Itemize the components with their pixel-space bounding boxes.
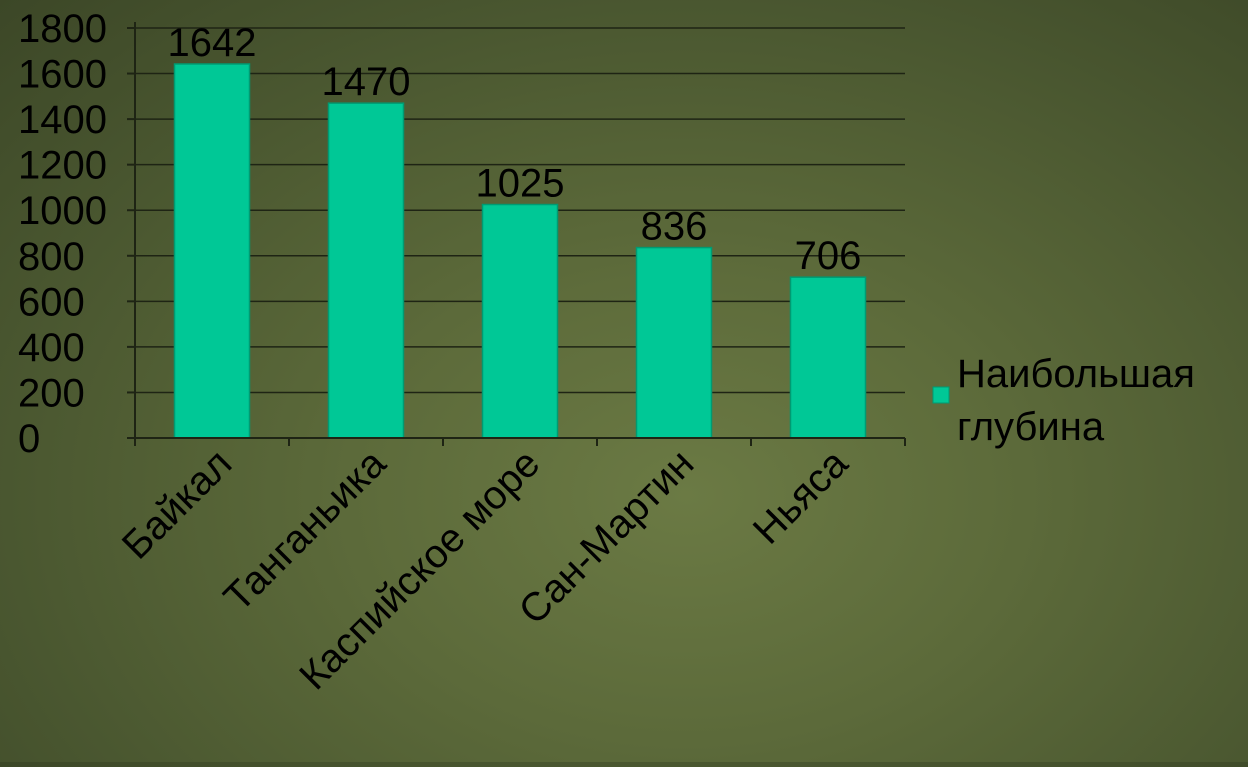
data-label: 1470 xyxy=(322,60,411,104)
data-label: 706 xyxy=(795,234,862,278)
y-tick-label: 1000 xyxy=(18,189,107,233)
y-tick-label: 400 xyxy=(18,326,85,370)
x-tick-label: Ньяса xyxy=(745,441,857,553)
legend: Наибольшая глубина xyxy=(932,352,1195,449)
axes xyxy=(127,22,906,446)
y-tick-label: 0 xyxy=(18,417,40,461)
bar xyxy=(327,102,405,439)
y-tick-label: 1200 xyxy=(18,144,107,188)
y-tick-label: 1600 xyxy=(18,53,107,97)
y-tick-label: 200 xyxy=(18,371,85,415)
bar xyxy=(481,203,559,439)
x-tick-label: Байкал xyxy=(114,441,240,567)
bar xyxy=(173,63,251,439)
legend-label-line-2: глубина xyxy=(957,405,1105,449)
data-label: 836 xyxy=(641,205,708,249)
bar xyxy=(635,246,713,439)
data-label: 1025 xyxy=(476,162,565,206)
y-tick-label: 800 xyxy=(18,235,85,279)
data-labels: 1642 1470 1025 836 706 xyxy=(168,21,862,278)
legend-label-line-1: Наибольшая xyxy=(957,352,1195,396)
legend-swatch xyxy=(932,386,950,404)
data-label: 1642 xyxy=(168,21,257,65)
y-tick-label: 1400 xyxy=(18,98,107,142)
y-tick-label: 1800 xyxy=(18,7,107,51)
bars xyxy=(173,63,867,439)
bar xyxy=(789,276,867,439)
y-tick-label: 600 xyxy=(18,280,85,324)
